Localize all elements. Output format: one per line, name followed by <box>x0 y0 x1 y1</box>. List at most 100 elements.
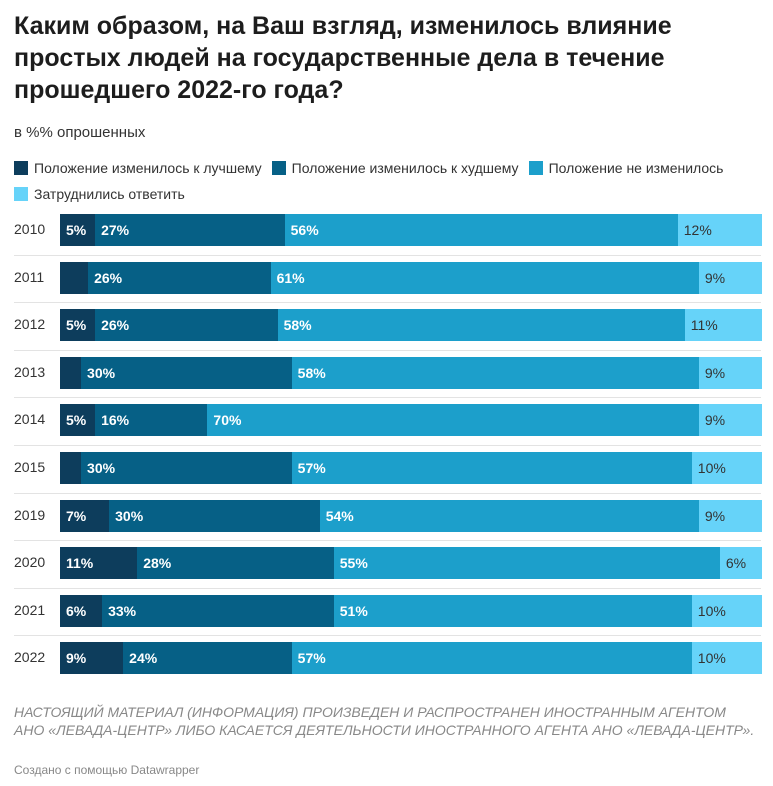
bar-segment: 9% <box>698 261 762 294</box>
bar-segment: 30% <box>81 356 292 389</box>
data-label: 33% <box>108 602 137 619</box>
data-label: 30% <box>115 507 144 524</box>
legend-item: Положение изменилось к лучшему <box>14 155 262 181</box>
legend-label: Положение изменилось к худшему <box>291 160 519 176</box>
data-label: 30% <box>87 460 116 476</box>
bar-segment: 58% <box>277 309 685 342</box>
bar-segment: 5% <box>60 404 96 437</box>
bar-segment: 58% <box>291 356 699 389</box>
bar-segment: 5% <box>60 309 96 342</box>
stacked-bar: 6% 33% 51% 10% <box>60 594 762 627</box>
chart-legend: Положение изменилось к лучшему Положение … <box>14 155 759 207</box>
bar-row: 2015 30% 57% 10% <box>0 445 773 492</box>
bar-segment: 6% <box>60 594 103 627</box>
bar-row: 2012 5% 26% 58% 11% <box>0 302 773 349</box>
bar-segment: 12% <box>677 214 762 246</box>
stacked-bar: 30% 57% 10% <box>60 452 762 484</box>
data-label: 30% <box>87 364 116 381</box>
bar-segment: 10% <box>691 642 762 675</box>
legend-label: Положение изменилось к лучшему <box>34 160 262 176</box>
data-label: 9% <box>704 269 726 286</box>
data-label: 51% <box>339 602 368 619</box>
bar-row: 2020 11% 28% 55% 6% <box>0 540 773 587</box>
data-label: 6% <box>725 555 747 572</box>
bar-row: 2021 6% 33% 51% 10% <box>0 587 773 635</box>
legend-swatch <box>14 187 28 201</box>
data-label: 9% <box>704 412 726 429</box>
bar-segment: 5% <box>60 214 96 246</box>
bar-segment: 57% <box>291 642 692 675</box>
bar-segment: 9% <box>698 499 762 532</box>
legend-swatch <box>528 161 543 175</box>
data-label: 70% <box>213 412 242 429</box>
bar-segment: 26% <box>95 309 278 342</box>
chart-title: Каким образом, на Ваш взгляд, изменилось… <box>14 12 672 104</box>
stacked-bar: 11% 28% 55% 6% <box>60 547 762 580</box>
bar-segment: 26% <box>88 261 271 294</box>
data-label: 56% <box>290 222 319 238</box>
bar-row: 2010 5% 27% 56% 12% <box>0 207 773 254</box>
data-label: 10% <box>697 650 726 667</box>
bar-segment: 24% <box>123 642 292 675</box>
bar-segment: 10% <box>691 452 762 484</box>
stacked-bar: 5% 27% 56% 12% <box>60 214 762 246</box>
legend-swatch <box>271 161 286 175</box>
stacked-bar: 26% 61% 9% <box>60 261 762 294</box>
legend-swatch <box>14 161 28 175</box>
stacked-bar: 7% 30% 54% 9% <box>60 499 762 532</box>
year-label: 2020 <box>14 554 46 571</box>
data-label: 10% <box>697 460 726 476</box>
bar-segment: 61% <box>270 261 699 294</box>
data-label: 7% <box>66 507 87 524</box>
data-label: 11% <box>690 317 718 334</box>
row-divider <box>14 397 761 399</box>
bar-row: 2013 30% 58% 9% <box>0 349 773 397</box>
stacked-bar: 9% 24% 57% 10% <box>60 642 762 675</box>
bar-segment <box>60 261 89 294</box>
bar-segment: 30% <box>109 499 320 532</box>
bar-segment <box>60 356 82 389</box>
bar-segment: 6% <box>719 547 762 580</box>
legend-label: Затруднились ответить <box>34 186 185 202</box>
year-label: 2012 <box>14 316 46 333</box>
data-label: 12% <box>683 222 712 238</box>
legend-label: Положение не изменилось <box>548 160 724 176</box>
bar-row: 2022 9% 24% 57% 10% <box>0 635 773 682</box>
row-divider <box>14 302 761 304</box>
bar-segment: 51% <box>333 594 692 627</box>
bar-segment: 7% <box>60 499 110 532</box>
bar-segment: 55% <box>333 547 720 580</box>
bar-segment: 56% <box>284 214 678 246</box>
data-label: 57% <box>297 650 326 667</box>
row-divider <box>14 254 761 256</box>
stacked-bar: 5% 26% 58% 11% <box>60 309 762 342</box>
data-label: 6% <box>66 602 87 619</box>
row-divider <box>14 540 761 542</box>
row-divider <box>14 349 761 351</box>
data-label: 9% <box>66 650 87 667</box>
bar-segment: 30% <box>81 452 292 484</box>
year-label: 2014 <box>14 411 46 428</box>
data-label: 11% <box>66 555 94 572</box>
data-label: 55% <box>339 555 368 572</box>
data-label: 24% <box>129 650 158 667</box>
year-label: 2021 <box>14 601 46 618</box>
bar-segment: 27% <box>95 214 285 246</box>
bar-segment: 9% <box>698 404 762 437</box>
bar-segment: 57% <box>291 452 692 484</box>
bar-segment: 70% <box>207 404 699 437</box>
bar-row: 2011 26% 61% 9% <box>0 254 773 302</box>
data-label: 16% <box>101 412 130 429</box>
stacked-bar: 30% 58% 9% <box>60 356 762 389</box>
bar-row: 2014 5% 16% 70% 9% <box>0 397 773 444</box>
data-label: 61% <box>276 269 305 286</box>
bar-segment: 9% <box>60 642 124 675</box>
legend-item: Положение не изменилось <box>528 160 724 176</box>
data-label: 28% <box>143 555 172 572</box>
row-divider <box>14 445 761 446</box>
row-divider <box>14 635 761 637</box>
year-label: 2013 <box>14 363 46 380</box>
bar-segment: 54% <box>319 499 699 532</box>
data-label: 9% <box>704 507 726 524</box>
data-label: 5% <box>66 317 87 334</box>
